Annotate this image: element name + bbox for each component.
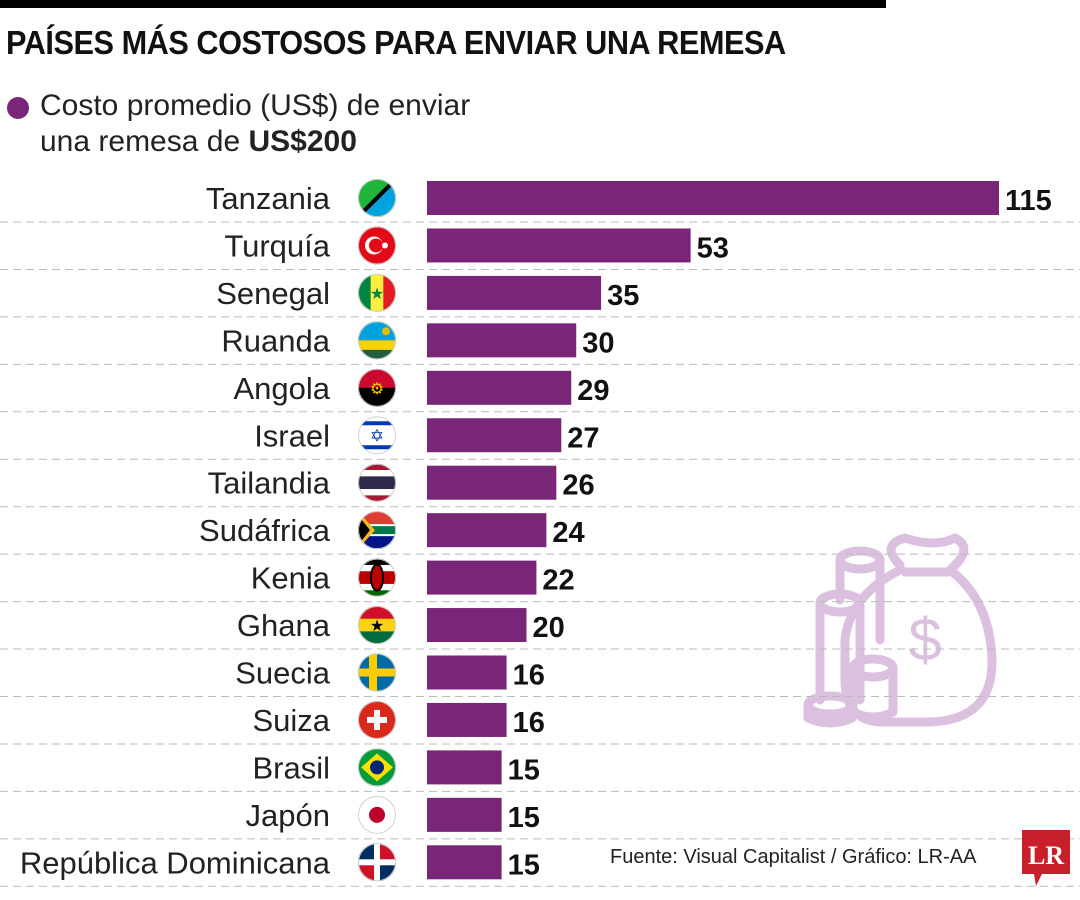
bar [427, 323, 577, 358]
flag-sweden-icon [358, 653, 396, 692]
value-label: 24 [552, 517, 584, 549]
flag-japan-icon [358, 795, 396, 834]
bar [427, 275, 602, 310]
bar-row: Israel 27 [254, 418, 600, 454]
bar [427, 181, 999, 215]
category-label: Sudáfrica [199, 513, 331, 548]
category-label: Israel [254, 418, 330, 453]
legend-line1: Costo promedio (US$) de enviar [40, 89, 471, 122]
bar [427, 465, 557, 500]
flag-tanzania-icon [358, 179, 396, 217]
value-label: 30 [582, 327, 614, 359]
category-label: Angola [233, 371, 330, 406]
category-label: Tailandia [208, 466, 331, 501]
svg-text:$: $ [908, 606, 941, 673]
bar [427, 560, 537, 595]
legend-dot-icon [7, 97, 29, 119]
bar [427, 513, 547, 548]
bar-row: Tanzania 115 [206, 181, 1052, 217]
svg-text:✡: ✡ [370, 426, 384, 445]
flag-kenya-icon [358, 558, 396, 597]
chart-title: PAÍSES MÁS COSTOSOS PARA ENVIAR UNA REME… [6, 24, 786, 61]
category-label: Brasil [252, 750, 330, 785]
flag-rwanda-icon [358, 321, 396, 360]
lr-logo: LR [1022, 830, 1070, 886]
flag-israel-icon: ✡ [358, 416, 396, 455]
flag-thailand-icon [358, 463, 396, 502]
flag-senegal-icon: ★ [358, 273, 396, 312]
bar [427, 228, 691, 263]
category-label: Suiza [252, 703, 330, 738]
legend-line2-bold: US$200 [248, 125, 357, 158]
value-label: 16 [513, 660, 545, 692]
money-bag-icon: $ [803, 533, 997, 728]
value-label: 16 [513, 707, 545, 739]
bar-row: Suiza 16 [252, 702, 545, 739]
category-label: Senegal [216, 276, 330, 311]
bar-row: Kenia 22 [251, 560, 575, 597]
value-label: 115 [1005, 185, 1052, 217]
flag-switzerland-icon [358, 700, 396, 739]
category-label: Tanzania [206, 181, 331, 216]
bar-row: República Dominicana 15 [20, 845, 540, 881]
value-label: 20 [532, 612, 564, 644]
flag-dominican-republic-icon [358, 843, 396, 882]
bar [427, 370, 572, 405]
flag-turkey-icon [358, 226, 396, 265]
value-label: 15 [508, 754, 540, 786]
bar [427, 797, 502, 832]
category-label: Japón [246, 798, 330, 833]
category-label: Turquía [224, 228, 330, 263]
bar-row: Sudáfrica 24 [199, 513, 585, 549]
bar [427, 845, 502, 880]
bar-row: Ruanda 30 [221, 323, 614, 359]
bar-row: Ghana 20 [237, 608, 565, 644]
legend-line2-prefix: una remesa de [40, 125, 249, 158]
bar-row: Japón 15 [246, 797, 540, 834]
value-label: 53 [697, 232, 729, 264]
flag-south-africa-icon [358, 511, 396, 550]
bar-row: Angola 29 [233, 370, 610, 407]
category-label: Suecia [235, 656, 331, 691]
bar-row: Turquía 53 [224, 228, 729, 264]
value-label: 27 [567, 422, 599, 454]
source-text: Fuente: Visual Capitalist / Gráfico: LR-… [610, 846, 977, 868]
flag-brazil-icon [358, 748, 396, 787]
svg-text:LR: LR [1028, 841, 1064, 870]
category-label: Ruanda [221, 323, 330, 358]
value-label: 35 [607, 280, 639, 312]
category-label: República Dominicana [20, 845, 331, 880]
svg-text:★: ★ [370, 286, 384, 303]
bar [427, 608, 527, 643]
value-label: 29 [577, 375, 609, 407]
value-label: 15 [508, 849, 540, 881]
top-bar [0, 0, 886, 8]
value-label: 15 [508, 802, 540, 834]
bar-row: Tailandia 26 [208, 465, 595, 502]
bar [427, 655, 507, 690]
bar [427, 750, 502, 785]
svg-text:★: ★ [370, 618, 384, 635]
category-label: Ghana [237, 608, 331, 643]
bar [427, 702, 507, 737]
bar-row: Senegal 35 [216, 275, 639, 312]
flag-ghana-icon: ★ [358, 606, 396, 645]
bar-row: Brasil 15 [252, 750, 540, 786]
value-label: 22 [542, 565, 574, 597]
bar [427, 418, 562, 453]
legend-text: Costo promedio (US$) de enviar una remes… [40, 88, 470, 160]
category-label: Kenia [251, 561, 331, 596]
value-label: 26 [562, 470, 594, 502]
flag-angola-icon: ⚙ [358, 368, 396, 407]
bar-row: Suecia 16 [235, 655, 545, 692]
svg-text:⚙: ⚙ [370, 381, 384, 398]
